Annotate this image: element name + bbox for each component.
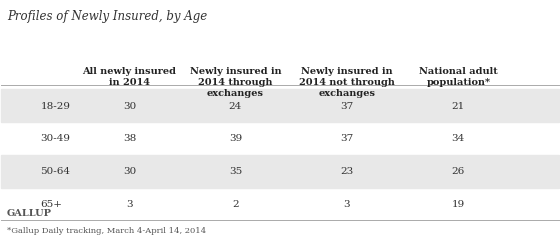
FancyBboxPatch shape <box>1 89 559 122</box>
Text: 3: 3 <box>126 200 133 209</box>
Text: 30-49: 30-49 <box>40 134 71 143</box>
Text: *Gallup Daily tracking, March 4-April 14, 2014: *Gallup Daily tracking, March 4-April 14… <box>7 227 206 235</box>
Text: 50-64: 50-64 <box>40 167 71 176</box>
Text: 3: 3 <box>343 200 350 209</box>
Text: Profiles of Newly Insured, by Age: Profiles of Newly Insured, by Age <box>7 10 207 23</box>
Text: 37: 37 <box>340 134 353 143</box>
Text: 37: 37 <box>340 102 353 111</box>
Text: 19: 19 <box>452 200 465 209</box>
Text: Newly insured in
2014 not through
exchanges: Newly insured in 2014 not through exchan… <box>299 67 395 98</box>
FancyBboxPatch shape <box>1 155 559 188</box>
Text: 35: 35 <box>229 167 242 176</box>
Text: 24: 24 <box>229 102 242 111</box>
Text: 65+: 65+ <box>40 200 62 209</box>
Text: 30: 30 <box>123 167 136 176</box>
Text: Newly insured in
2014 through
exchanges: Newly insured in 2014 through exchanges <box>190 67 281 98</box>
Text: 39: 39 <box>229 134 242 143</box>
Text: National adult
population*: National adult population* <box>419 67 498 87</box>
Text: 21: 21 <box>452 102 465 111</box>
Text: GALLUP: GALLUP <box>7 208 52 218</box>
Text: 18-29: 18-29 <box>40 102 71 111</box>
Text: 26: 26 <box>452 167 465 176</box>
Text: All newly insured
in 2014: All newly insured in 2014 <box>82 67 176 87</box>
Text: 30: 30 <box>123 102 136 111</box>
Text: 38: 38 <box>123 134 136 143</box>
Text: 2: 2 <box>232 200 239 209</box>
Text: 23: 23 <box>340 167 353 176</box>
Text: 34: 34 <box>452 134 465 143</box>
